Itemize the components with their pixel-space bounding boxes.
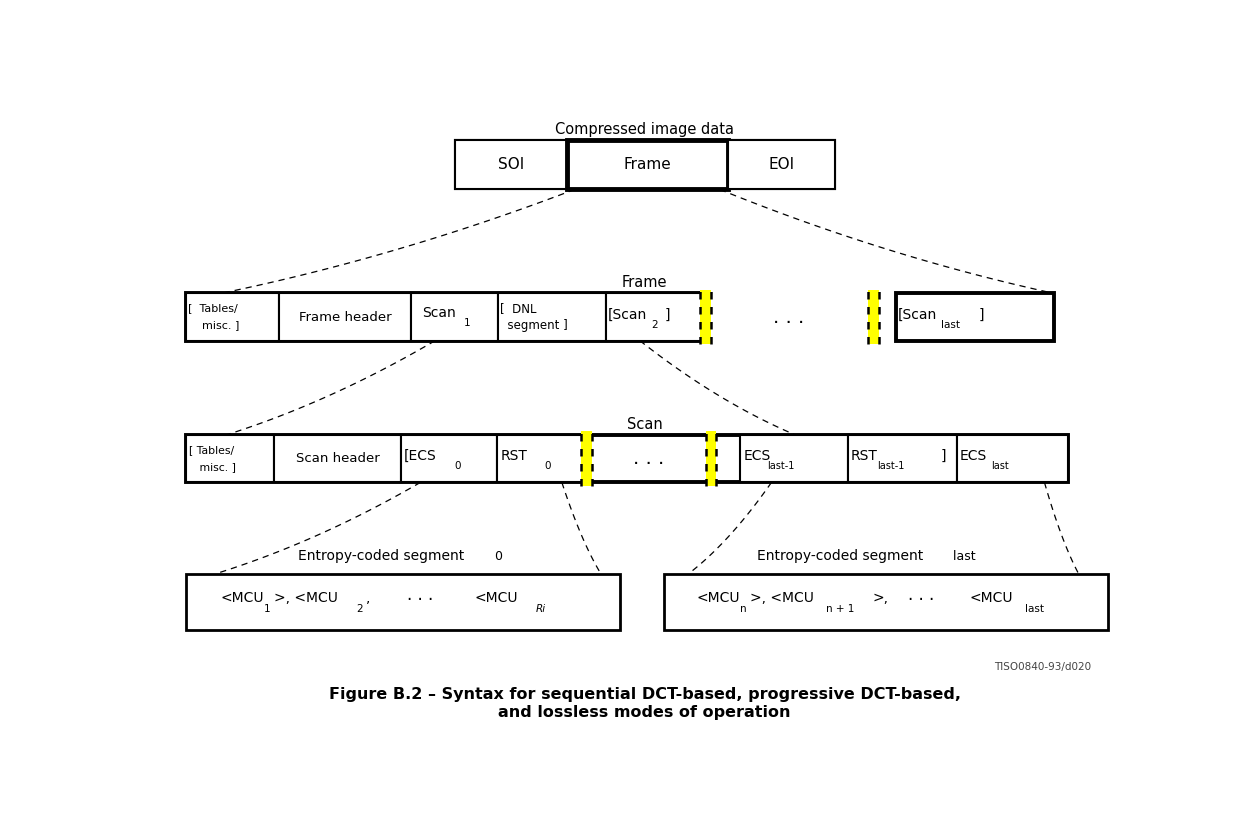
Text: 2: 2 (652, 320, 658, 330)
Text: Scan header: Scan header (296, 452, 380, 465)
Text: [Scan: [Scan (608, 308, 647, 321)
Text: RST: RST (501, 448, 527, 463)
Bar (706, 431, 716, 486)
Text: 1: 1 (464, 318, 470, 328)
Bar (699, 290, 711, 344)
Text: Scan: Scan (423, 306, 455, 321)
Bar (410, 294, 498, 340)
Bar (454, 141, 835, 190)
Text: last-1: last-1 (877, 461, 905, 471)
Text: ECS: ECS (743, 448, 770, 463)
Text: Entropy-coded segment: Entropy-coded segment (298, 549, 464, 563)
Text: RST: RST (850, 448, 877, 463)
Text: last: last (1025, 604, 1044, 614)
Bar (868, 290, 879, 344)
Text: Ri: Ri (536, 604, 546, 614)
Bar (956, 435, 1068, 483)
Bar (567, 141, 727, 190)
Text: last: last (941, 320, 960, 330)
Text: Scan: Scan (626, 417, 663, 432)
Text: [ Tables/: [ Tables/ (190, 445, 234, 455)
Bar (279, 294, 410, 340)
Text: · · ·: · · · (907, 591, 933, 609)
Text: EOI: EOI (769, 157, 794, 173)
Text: Compressed image data: Compressed image data (555, 122, 735, 137)
Text: misc. ]: misc. ] (189, 320, 240, 330)
Text: 0: 0 (454, 461, 460, 471)
Bar (664, 573, 1108, 631)
Bar (186, 435, 1068, 483)
Text: Frame header: Frame header (298, 311, 391, 324)
Text: · · ·: · · · (408, 591, 434, 609)
Text: <MCU: <MCU (474, 591, 517, 605)
Text: last: last (991, 461, 1009, 471)
Text: [ECS: [ECS (404, 448, 437, 463)
Text: . . .: . . . (774, 308, 805, 326)
Bar (454, 141, 567, 190)
Text: SOI: SOI (498, 157, 523, 173)
Text: and lossless modes of operation: and lossless modes of operation (498, 705, 791, 720)
Text: n: n (740, 604, 746, 614)
Text: misc. ]: misc. ] (190, 462, 237, 472)
Text: ]: ] (940, 448, 946, 463)
Text: last-1: last-1 (767, 461, 795, 471)
Bar (848, 435, 956, 483)
Text: Figure B.2 – Syntax for sequential DCT-based, progressive DCT-based,: Figure B.2 – Syntax for sequential DCT-b… (328, 686, 961, 702)
Text: >, <MCU: >, <MCU (750, 591, 814, 605)
Text: last: last (945, 550, 976, 563)
Text: Entropy-coded segment: Entropy-coded segment (756, 549, 923, 563)
Bar (740, 435, 848, 483)
Text: <MCU: <MCU (970, 591, 1013, 605)
Bar (274, 435, 401, 483)
Text: segment ]: segment ] (501, 319, 569, 332)
Text: ]: ] (664, 308, 671, 321)
Bar (186, 294, 703, 340)
Text: >, <MCU: >, <MCU (274, 591, 338, 605)
Bar (186, 294, 279, 340)
Text: ,: , (366, 591, 370, 605)
Bar (186, 573, 620, 631)
Text: . . .: . . . (633, 449, 664, 468)
Text: 2: 2 (356, 604, 362, 614)
Text: 0: 0 (487, 550, 503, 563)
Text: >,: >, (873, 591, 889, 605)
Bar (727, 141, 835, 190)
Bar (606, 294, 703, 340)
Text: <MCU: <MCU (697, 591, 740, 605)
Text: ]: ] (979, 308, 984, 321)
Bar (497, 435, 584, 483)
Text: ECS: ECS (960, 448, 986, 463)
Text: [Scan: [Scan (898, 308, 937, 321)
Text: Frame: Frame (621, 275, 668, 290)
Text: 1: 1 (264, 604, 270, 614)
Bar (498, 294, 606, 340)
Text: Frame: Frame (623, 157, 671, 173)
Bar (581, 431, 591, 486)
Text: [  DNL: [ DNL (501, 303, 537, 316)
Bar (401, 435, 497, 483)
Text: [  Tables/: [ Tables/ (189, 303, 238, 313)
Bar (896, 294, 1054, 340)
Text: n + 1: n + 1 (825, 604, 854, 614)
Bar (186, 435, 274, 483)
Text: 0: 0 (543, 461, 551, 471)
Text: TISO0840-93/d020: TISO0840-93/d020 (994, 662, 1091, 672)
Text: <MCU: <MCU (220, 591, 264, 605)
